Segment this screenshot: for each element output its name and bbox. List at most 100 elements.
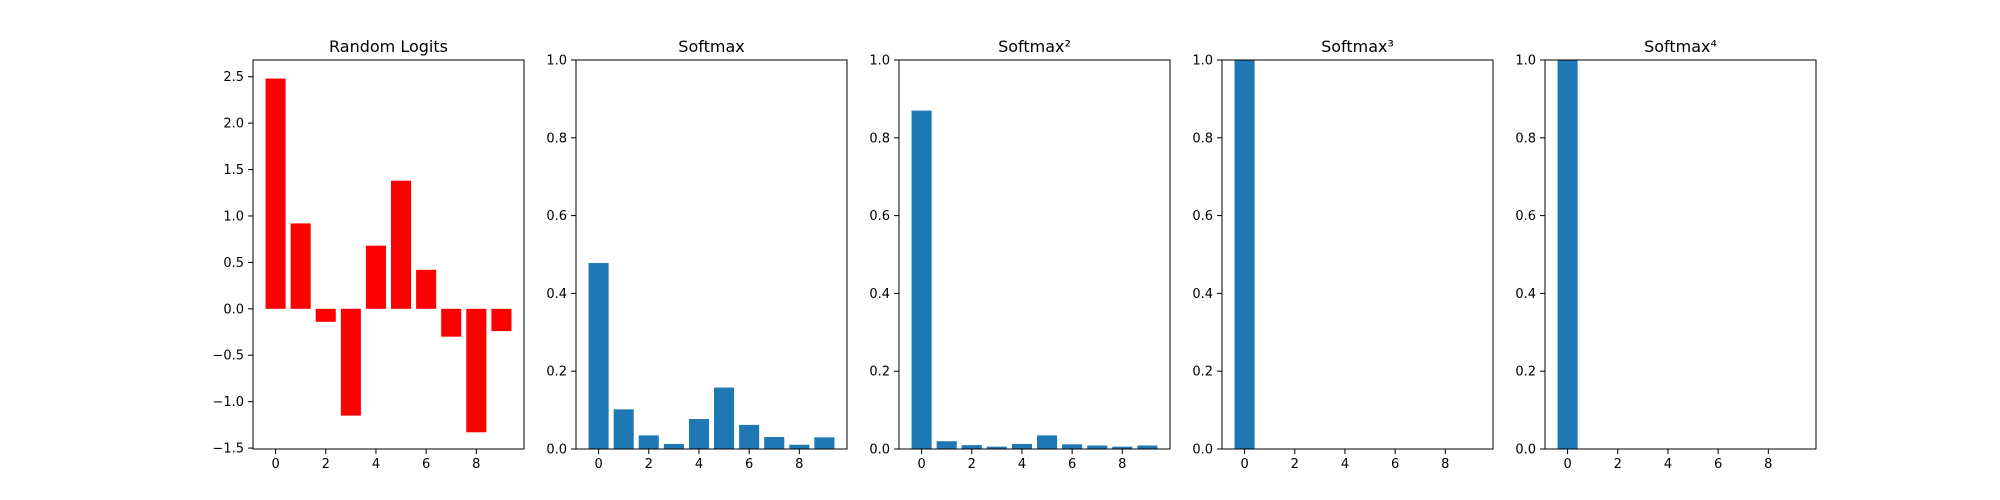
chart-title: Softmax⁴	[1644, 37, 1717, 56]
bar	[936, 441, 957, 449]
bar	[1062, 444, 1083, 449]
bar	[764, 436, 785, 449]
chart-title: Softmax³	[1321, 37, 1394, 56]
axes-frame	[898, 59, 1171, 450]
x-tick-label: 4	[1018, 457, 1026, 472]
x-tick-label: 8	[1441, 457, 1449, 472]
y-tick-label: 0.8	[869, 131, 890, 146]
y-tick-label: 0.2	[869, 365, 890, 380]
x-tick-label: 8	[472, 457, 480, 472]
x-tick-label: 2	[1291, 457, 1299, 472]
y-tick-label: 0.6	[869, 209, 890, 224]
y-tick-label: 0.0	[1515, 443, 1536, 458]
bar	[265, 78, 286, 309]
y-tick-label: 0.0	[869, 443, 890, 458]
x-tick-label: 6	[745, 457, 753, 472]
y-tick-label: 1.0	[546, 54, 567, 69]
axes-frame	[1221, 59, 1494, 450]
y-tick-label: −1.0	[212, 395, 244, 410]
bar	[714, 387, 735, 449]
y-tick-label: 0.4	[546, 287, 567, 302]
bar	[1037, 435, 1058, 449]
bar	[739, 424, 760, 449]
y-tick-label: 0.8	[1515, 131, 1536, 146]
bar	[1112, 446, 1133, 449]
bar	[789, 444, 810, 449]
bar	[365, 245, 386, 309]
y-tick-label: 0.0	[223, 302, 244, 317]
x-tick-label: 8	[1118, 457, 1126, 472]
x-tick-label: 4	[1664, 457, 1672, 472]
bar	[663, 443, 684, 449]
bar	[1234, 60, 1255, 449]
bar	[1137, 445, 1158, 449]
bar	[290, 223, 311, 309]
y-tick-label: 0.6	[1515, 209, 1536, 224]
y-tick-label: 0.2	[1192, 365, 1213, 380]
y-tick-label: 1.5	[223, 163, 244, 178]
bar	[986, 446, 1007, 449]
x-tick-label: 0	[1240, 457, 1248, 472]
x-tick-label: 6	[422, 457, 430, 472]
y-tick-label: 2.5	[223, 70, 244, 85]
chart-title: Random Logits	[329, 37, 448, 56]
x-tick-label: 4	[695, 457, 703, 472]
chart-title: Softmax	[678, 37, 744, 56]
x-tick-label: 0	[594, 457, 602, 472]
y-tick-label: 0.6	[546, 209, 567, 224]
y-tick-label: 0.4	[869, 287, 890, 302]
x-tick-label: 2	[645, 457, 653, 472]
y-tick-label: 1.0	[1192, 54, 1213, 69]
bar	[961, 445, 982, 449]
bar	[340, 308, 361, 416]
bar	[491, 308, 512, 332]
y-tick-label: −0.5	[212, 349, 244, 364]
bar	[911, 110, 932, 449]
chart-title: Softmax²	[998, 37, 1071, 56]
bar	[613, 409, 634, 449]
bar	[1557, 60, 1578, 449]
x-tick-label: 8	[1764, 457, 1772, 472]
bar	[588, 263, 609, 449]
subplot-5: Softmax⁴ 0 2 4 6 8 0.0 0.2 0.4 0.6 0.8 1.0	[1515, 37, 1817, 472]
subplot-1: Random Logits 0 2 4 6 8 −1.5 −1.0 −0.5 0.0 0.5 1.0 1…	[212, 37, 525, 472]
y-tick-label: 0.2	[546, 365, 567, 380]
y-tick-label: 0.8	[546, 131, 567, 146]
y-tick-label: 0.4	[1192, 287, 1213, 302]
x-tick-label: 2	[1614, 457, 1622, 472]
y-tick-label: 2.0	[223, 117, 244, 132]
x-tick-label: 0	[271, 457, 279, 472]
y-tick-label: 0.6	[1192, 209, 1213, 224]
axes-frame	[252, 59, 525, 450]
bar	[391, 180, 412, 309]
y-tick-label: 0.5	[223, 256, 244, 271]
y-tick-label: 1.0	[1515, 54, 1536, 69]
subplot-4: Softmax³ 0 2 4 6 8 0.0 0.2 0.4 0.6 0.8 1.0	[1192, 37, 1494, 472]
y-tick-label: 1.0	[869, 54, 890, 69]
x-tick-label: 2	[322, 457, 330, 472]
x-tick-label: 4	[1341, 457, 1349, 472]
x-tick-label: 0	[1563, 457, 1571, 472]
axes-frame	[1544, 59, 1817, 450]
y-tick-label: 0.0	[546, 443, 567, 458]
y-tick-label: 0.2	[1515, 365, 1536, 380]
y-tick-label: 0.0	[1192, 443, 1213, 458]
x-tick-label: 2	[968, 457, 976, 472]
y-tick-label: 0.8	[1192, 131, 1213, 146]
bar	[315, 308, 336, 322]
x-tick-label: 6	[1068, 457, 1076, 472]
x-tick-label: 6	[1391, 457, 1399, 472]
bar	[416, 269, 437, 309]
bar	[1087, 445, 1108, 449]
y-tick-label: −1.5	[212, 442, 244, 457]
y-tick-label: 1.0	[223, 209, 244, 224]
x-tick-label: 6	[1714, 457, 1722, 472]
subplot-3: Softmax² 0 2 4 6 8 0.0 0.2 0.4 0.6 0.8 1.0	[869, 37, 1171, 472]
bar	[1011, 443, 1032, 449]
axes-frame	[575, 59, 848, 450]
subplot-2: Softmax 0 2 4 6 8 0.0 0.2 0.4 0.6 0.8 1.0	[546, 37, 848, 472]
bar	[466, 308, 487, 433]
bar	[441, 308, 462, 337]
